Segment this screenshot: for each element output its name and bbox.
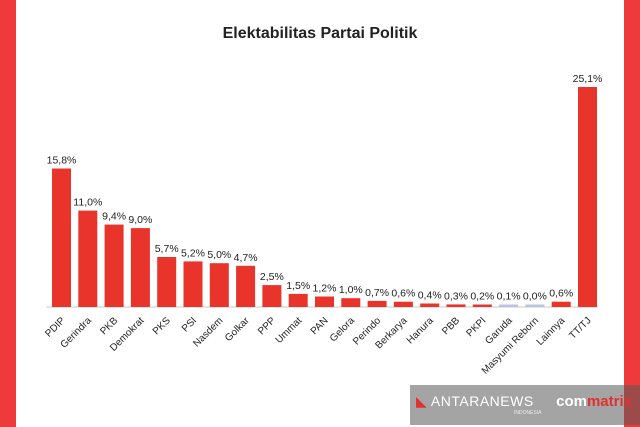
value-label: 0,1% [497,291,521,303]
value-label: 25,1% [573,73,603,85]
value-label: 5,2% [181,247,205,259]
bar-masyumi-reborn [525,304,545,307]
category-label: PAN [309,315,331,337]
bar-berkarya [393,301,413,307]
category-label: PKB [98,315,120,337]
value-label: 15,8% [47,155,77,167]
bar-gerindra [78,210,98,307]
value-label: 0,6% [391,288,415,300]
category-label: Ummat [274,315,305,346]
category-label: PKPI [465,315,489,339]
bar-pan [315,296,334,307]
category-label: PBB [440,315,462,337]
bar-lainnya [551,301,571,307]
bar-pks [157,257,177,307]
antaranews-logo-icon: ◣ [416,393,428,409]
bar-psi [183,261,203,307]
value-labels-group: 15,8%11,0%9,4% 9,0%5,7% 5,2% 5,0% 4,7%2,5%1,… [47,73,603,303]
category-label: Hanura [405,315,436,346]
watermark: ◣ ANTARANEWS INDONESIA commatrix [410,385,640,425]
bar-pkb [104,224,124,307]
value-label: 2,5% [260,271,284,283]
value-label: 0,0% [523,291,547,303]
bar-garuda [499,304,519,307]
value-label: 0,4% [418,290,442,302]
value-label: 1,2% [313,283,337,295]
bar-demokrat [130,228,150,307]
bar-pdip [52,168,71,307]
bar-pbb [446,304,466,307]
value-label: 4,7% [234,252,258,264]
value-label: 0,3% [444,290,468,302]
category-label: Golkar [223,315,252,344]
bar-pkpi [472,304,492,307]
value-label: 1,5% [286,280,310,292]
bar-gelora [341,298,361,307]
category-label: PKS [151,315,173,337]
chart-panel: Elektabilitas Partai Politik 15,8% 11,0% 9… [16,0,624,427]
value-label: 1,0% [339,284,363,296]
category-label: TT/TJ [567,315,593,341]
value-label: 0,2% [470,291,494,303]
chart-title: Elektabilitas Partai Politik [223,25,418,42]
value-label: 9,0% [128,214,152,226]
bar-ummat [288,293,308,307]
bar-golkar [236,265,256,307]
brand-logo: commatrix [556,393,632,410]
value-label: 0,7% [365,287,389,299]
bar-tt-tj [578,87,597,307]
antaranews-logo-text: ANTARANEWS [430,393,534,409]
bars-group [52,87,597,307]
bar-ppp [262,285,282,307]
category-label: PPP [256,315,278,337]
brand-text: matrix [586,393,632,410]
category-label: Lainnya [535,315,568,348]
value-label: 9,4% [102,211,126,223]
brand-prefix: com [556,393,587,410]
antaranews-logo: ◣ ANTARANEWS [416,393,534,410]
category-label: PSI [180,315,199,334]
antaranews-logo-sub: INDONESIA [514,410,542,416]
value-label: 5,7% [155,243,179,255]
bar-perindo [367,300,387,307]
bar-chart: Elektabilitas Partai Politik 15,8%11,0%9… [43,25,603,377]
bar-nasdem [209,263,229,307]
value-label: 5,0% [207,249,231,261]
value-label: 0,6% [549,288,573,300]
bar-hanura [420,303,440,307]
value-label: 11,0% [73,197,102,209]
